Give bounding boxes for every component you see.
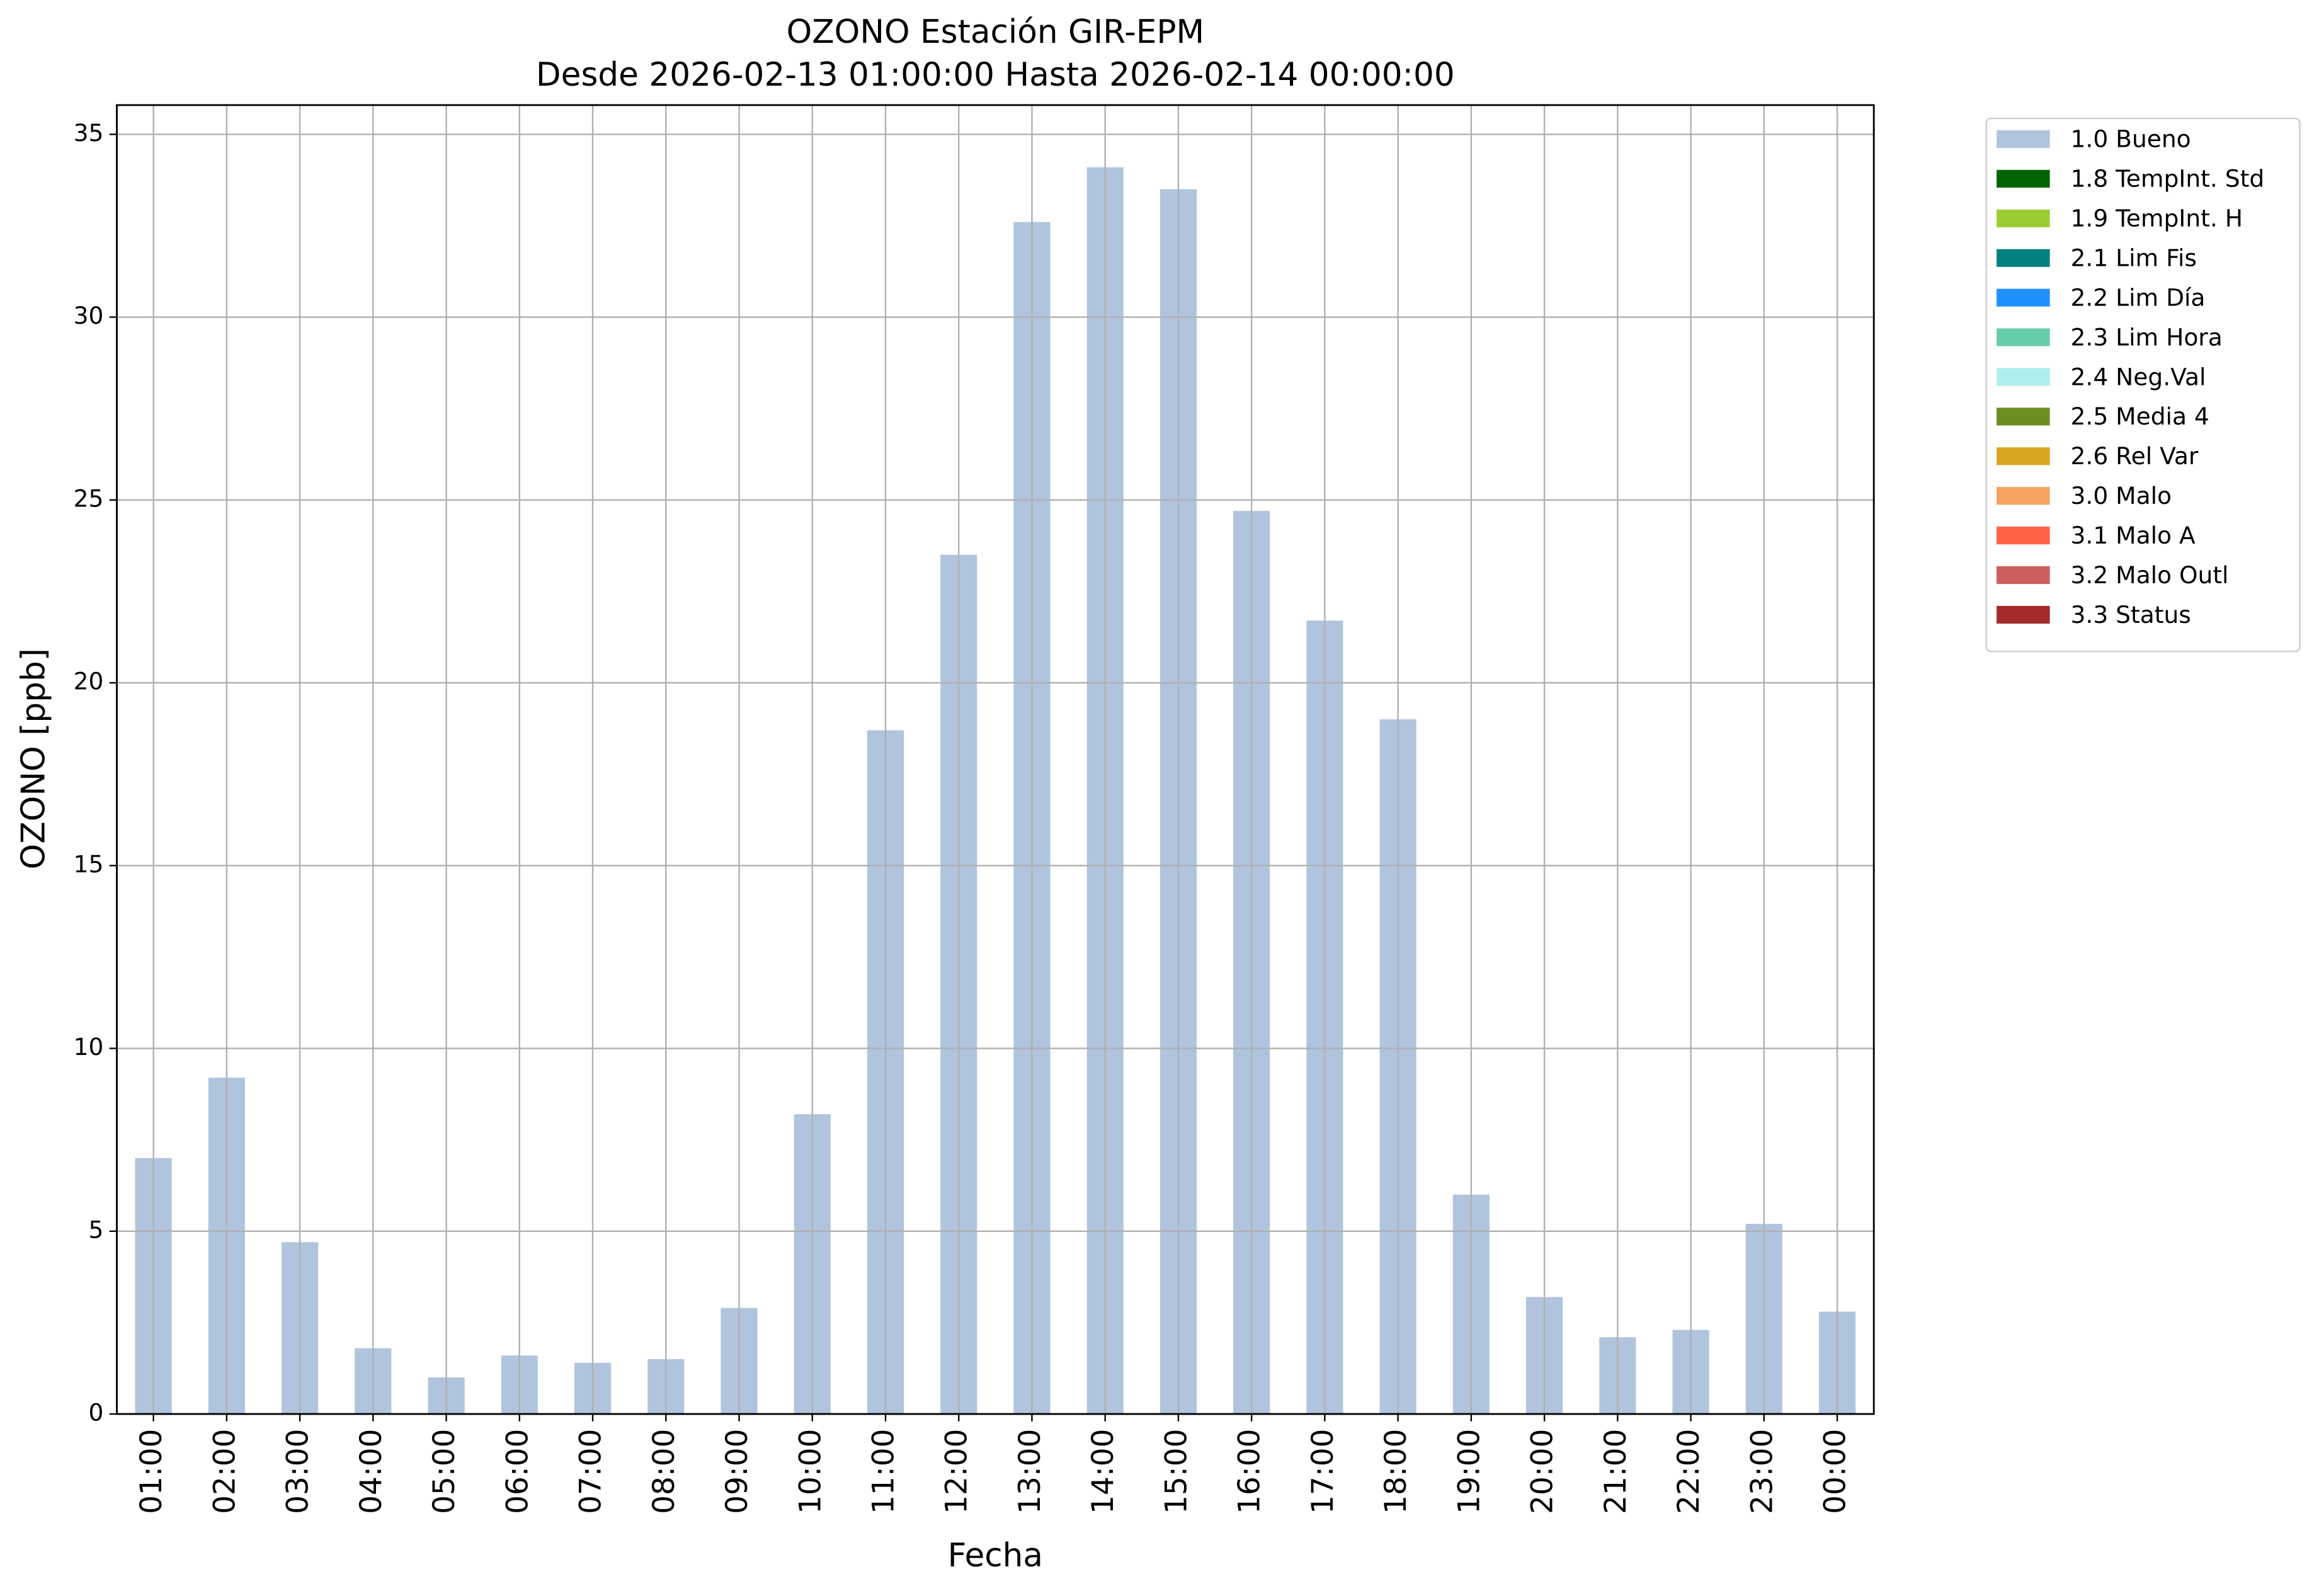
legend-label: 3.2 Malo Outl: [2071, 561, 2229, 589]
y-tick-label: 0: [88, 1399, 103, 1427]
legend-label: 3.0 Malo: [2071, 482, 2172, 510]
plot-frame: [116, 104, 1875, 1415]
x-tick-label: 13:00: [1013, 1429, 1047, 1514]
legend-label: 2.4 Neg.Val: [2071, 363, 2206, 390]
legend-swatch: [1997, 288, 2050, 307]
x-tick-label: 03:00: [281, 1429, 316, 1514]
legend-label: 1.0 Bueno: [2071, 125, 2191, 153]
y-tick-label: 25: [74, 484, 104, 512]
x-tick-label: 04:00: [354, 1429, 389, 1514]
y-axis-label: OZONO [ppb]: [14, 648, 52, 869]
x-tick-label: 19:00: [1452, 1429, 1486, 1514]
y-tick-label: 5: [88, 1216, 103, 1243]
x-tick-label: 21:00: [1598, 1429, 1633, 1514]
legend-label: 1.8 TempInt. Std: [2071, 165, 2265, 193]
y-tick-label: 35: [74, 119, 104, 147]
x-tick-label: 12:00: [940, 1429, 974, 1514]
legend-swatch: [1997, 487, 2050, 505]
legend-swatch: [1997, 527, 2050, 545]
y-tick-label: 30: [74, 302, 104, 329]
legend-swatch: [1997, 605, 2050, 624]
x-tick-label: 01:00: [134, 1429, 169, 1514]
x-tick-label: 08:00: [647, 1429, 681, 1514]
x-tick-label: 11:00: [866, 1429, 901, 1514]
grid: [117, 105, 1874, 1415]
x-tick-label: 18:00: [1379, 1429, 1413, 1514]
legend-label: 2.2 Lim Día: [2071, 283, 2206, 311]
legend-swatch: [1997, 368, 2050, 386]
legend-swatch: [1997, 408, 2050, 426]
legend-label: 2.6 Rel Var: [2071, 442, 2199, 470]
legend-label: 3.3 Status: [2071, 601, 2191, 629]
x-tick-label: 02:00: [207, 1429, 242, 1514]
legend-swatch: [1997, 130, 2050, 148]
legend-swatch: [1997, 566, 2050, 584]
x-tick-label: 15:00: [1159, 1429, 1194, 1514]
x-tick-label: 07:00: [574, 1429, 608, 1514]
legend-swatch: [1997, 169, 2050, 188]
legend-swatch: [1997, 328, 2050, 346]
legend-label: 2.3 Lim Hora: [2071, 323, 2223, 351]
x-tick-label: 23:00: [1745, 1429, 1779, 1514]
x-tick-label: 09:00: [720, 1429, 755, 1514]
x-tick-label: 00:00: [1818, 1429, 1853, 1514]
x-tick-label: 16:00: [1233, 1429, 1267, 1514]
chart-title: OZONO Estación GIR-EPM: [787, 13, 1204, 51]
legend-label: 2.1 Lim Fis: [2071, 244, 2197, 272]
legend-box: [1985, 117, 2301, 653]
x-tick-label: 05:00: [427, 1429, 462, 1514]
y-tick-label: 20: [74, 668, 104, 695]
x-tick-label: 06:00: [500, 1429, 535, 1514]
legend-swatch: [1997, 209, 2050, 227]
legend-swatch: [1997, 249, 2050, 267]
x-tick-label: 22:00: [1672, 1429, 1706, 1514]
legend-label: 2.5 Media 4: [2071, 402, 2209, 430]
x-tick-label: 20:00: [1525, 1429, 1560, 1514]
x-tick-label: 17:00: [1306, 1429, 1340, 1514]
x-tick-label: 14:00: [1086, 1429, 1120, 1514]
chart-subtitle: Desde 2026-02-13 01:00:00 Hasta 2026-02-…: [536, 56, 1455, 94]
x-axis-label: Fecha: [948, 1537, 1043, 1575]
legend-swatch: [1997, 447, 2050, 465]
y-tick-label: 15: [74, 850, 104, 878]
x-tick-label: 10:00: [793, 1429, 828, 1514]
y-tick-label: 10: [74, 1033, 104, 1061]
legend-label: 1.9 TempInt. H: [2071, 205, 2243, 232]
legend-label: 3.1 Malo A: [2071, 522, 2196, 549]
